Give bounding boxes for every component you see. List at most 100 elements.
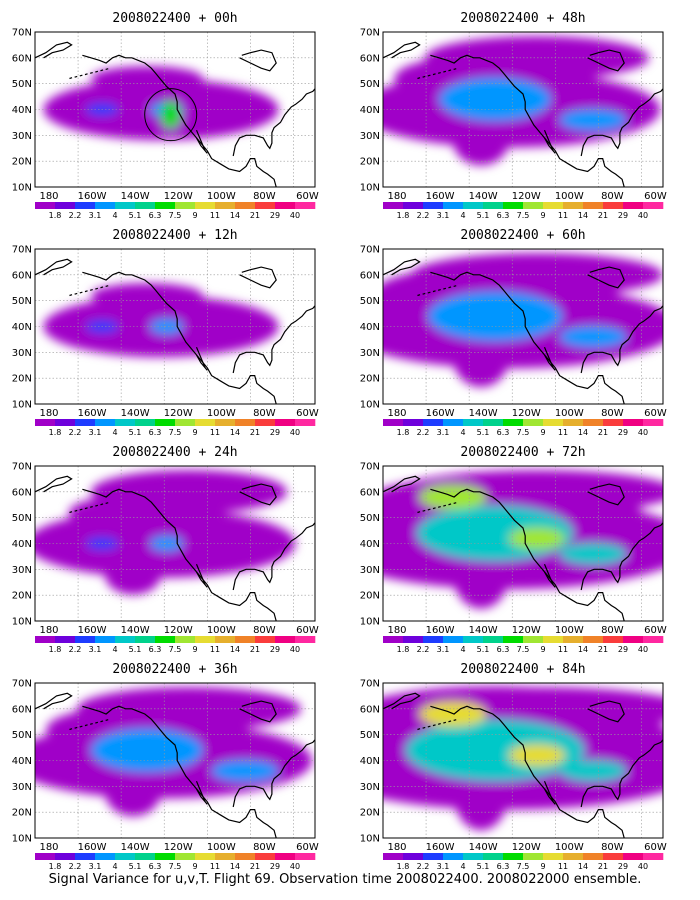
colorbar-label: 2.2: [417, 428, 430, 437]
map-area: [35, 466, 315, 621]
colorbar-label: 7.5: [517, 211, 530, 220]
colorbar-swatch: [603, 419, 624, 426]
colorbar-swatch: [423, 419, 444, 426]
lon-tick-label: 60W: [296, 625, 319, 636]
lon-tick-label: 160W: [78, 842, 107, 853]
colorbar-label: 21: [598, 211, 608, 220]
colorbar-swatch: [423, 202, 444, 209]
lat-tick-label: 50N: [360, 513, 380, 524]
colorbar-label: 2.2: [417, 211, 430, 220]
lat-tick-label: 20N: [360, 591, 380, 602]
map-panel: 2008022400 + 12h 10N 20N 30N 40N 50N 60N 70N 180…: [12, 228, 319, 437]
variance-field: [35, 470, 296, 595]
lat-tick-label: 30N: [360, 565, 380, 576]
colorbar-swatch: [423, 853, 444, 860]
lat-tick-label: 10N: [360, 183, 380, 194]
lat-tick-label: 20N: [12, 808, 32, 819]
lon-tick-label: 80W: [601, 625, 624, 636]
lat-tick-label: 30N: [360, 348, 380, 359]
colorbar-label: 5.1: [477, 211, 490, 220]
lat-tick-label: 50N: [12, 79, 32, 90]
colorbar-label: 3.1: [437, 428, 450, 437]
colorbar-swatch: [543, 636, 564, 643]
colorbar-swatch: [255, 419, 276, 426]
lon-tick-label: 120W: [512, 191, 541, 202]
colorbar-swatch: [235, 419, 256, 426]
lat-tick-label: 30N: [360, 131, 380, 142]
colorbar-swatch: [583, 853, 604, 860]
colorbar-label: 14: [578, 428, 588, 437]
lat-tick-label: 40N: [12, 105, 32, 116]
colorbar-label: 40: [638, 211, 648, 220]
colorbar-swatch: [383, 636, 404, 643]
colorbar-swatch: [95, 202, 116, 209]
coastlines: [35, 258, 315, 404]
colorbar-label: 40: [638, 428, 648, 437]
colorbar-label: 7.5: [517, 862, 530, 871]
colorbar-label: 6.3: [149, 428, 162, 437]
colorbar-label: 11: [558, 428, 568, 437]
colorbar-label: 29: [270, 211, 280, 220]
lon-tick-label: 160W: [78, 191, 107, 202]
colorbar-swatch: [403, 202, 424, 209]
colorbar-swatch: [235, 853, 256, 860]
map-panel: 2008022400 + 84h 10N 20N 30N 40N 50N 60N 70N 180…: [360, 662, 667, 871]
colorbar-label: 4: [460, 862, 465, 871]
grid-lines: [35, 466, 315, 621]
map-area: [383, 32, 663, 187]
colorbar-label: 29: [618, 645, 628, 654]
colorbar-label: 21: [598, 428, 608, 437]
map-frame: [34, 682, 316, 839]
colorbar-label: 29: [270, 428, 280, 437]
lat-tick-label: 70N: [360, 28, 380, 39]
colorbar-swatch: [483, 202, 504, 209]
map-area: [383, 683, 663, 838]
lon-tick-label: 80W: [253, 191, 276, 202]
colorbar-label: 6.3: [497, 428, 510, 437]
colorbar-label: 11: [210, 862, 220, 871]
panel-title: 2008022400 + 00h: [112, 11, 237, 26]
colorbar-swatch: [643, 853, 664, 860]
lon-tick-label: 120W: [164, 625, 193, 636]
colorbar-label: 14: [230, 862, 240, 871]
lat-tick-label: 40N: [360, 322, 380, 333]
lat-tick-label: 60N: [12, 704, 32, 715]
colorbar-label: 40: [290, 211, 300, 220]
colorbar-label: 7.5: [169, 862, 182, 871]
colorbar-swatch: [195, 202, 216, 209]
colorbar-label: 6.3: [497, 862, 510, 871]
colorbar-label: 1.8: [49, 428, 62, 437]
lon-tick-label: 180: [387, 191, 406, 202]
colorbar-label: 1.8: [49, 862, 62, 871]
lat-tick-label: 50N: [360, 296, 380, 307]
colorbar-label: 21: [250, 428, 260, 437]
colorbar-label: 7.5: [169, 428, 182, 437]
colorbar-swatch: [115, 853, 136, 860]
coastlines: [383, 475, 663, 621]
coastlines: [35, 692, 315, 838]
colorbar-label: 11: [558, 862, 568, 871]
lat-tick-label: 60N: [360, 53, 380, 64]
colorbar-swatch: [583, 636, 604, 643]
colorbar-label: 11: [558, 645, 568, 654]
colorbar-label: 4: [112, 211, 117, 220]
map-area: [35, 683, 315, 838]
lon-tick-label: 100W: [555, 625, 584, 636]
colorbar-label: 4: [112, 645, 117, 654]
colorbar-swatch: [483, 419, 504, 426]
map-panel: 2008022400 + 36h 10N 20N 30N 40N 50N 60N 70N 180…: [12, 662, 319, 871]
colorbar-label: 4: [460, 645, 465, 654]
colorbar-label: 40: [290, 862, 300, 871]
colorbar-swatch: [443, 636, 464, 643]
colorbar-swatch: [35, 202, 56, 209]
colorbar-label: 7.5: [517, 645, 530, 654]
lat-tick-label: 50N: [360, 730, 380, 741]
colorbar-label: 3.1: [437, 211, 450, 220]
lon-tick-label: 160W: [426, 842, 455, 853]
colorbar-swatch: [275, 419, 296, 426]
colorbar-label: 9: [192, 645, 197, 654]
lat-tick-label: 50N: [12, 513, 32, 524]
colorbar-swatch: [503, 419, 524, 426]
colorbar-label: 6.3: [497, 645, 510, 654]
colorbar-swatch: [443, 202, 464, 209]
